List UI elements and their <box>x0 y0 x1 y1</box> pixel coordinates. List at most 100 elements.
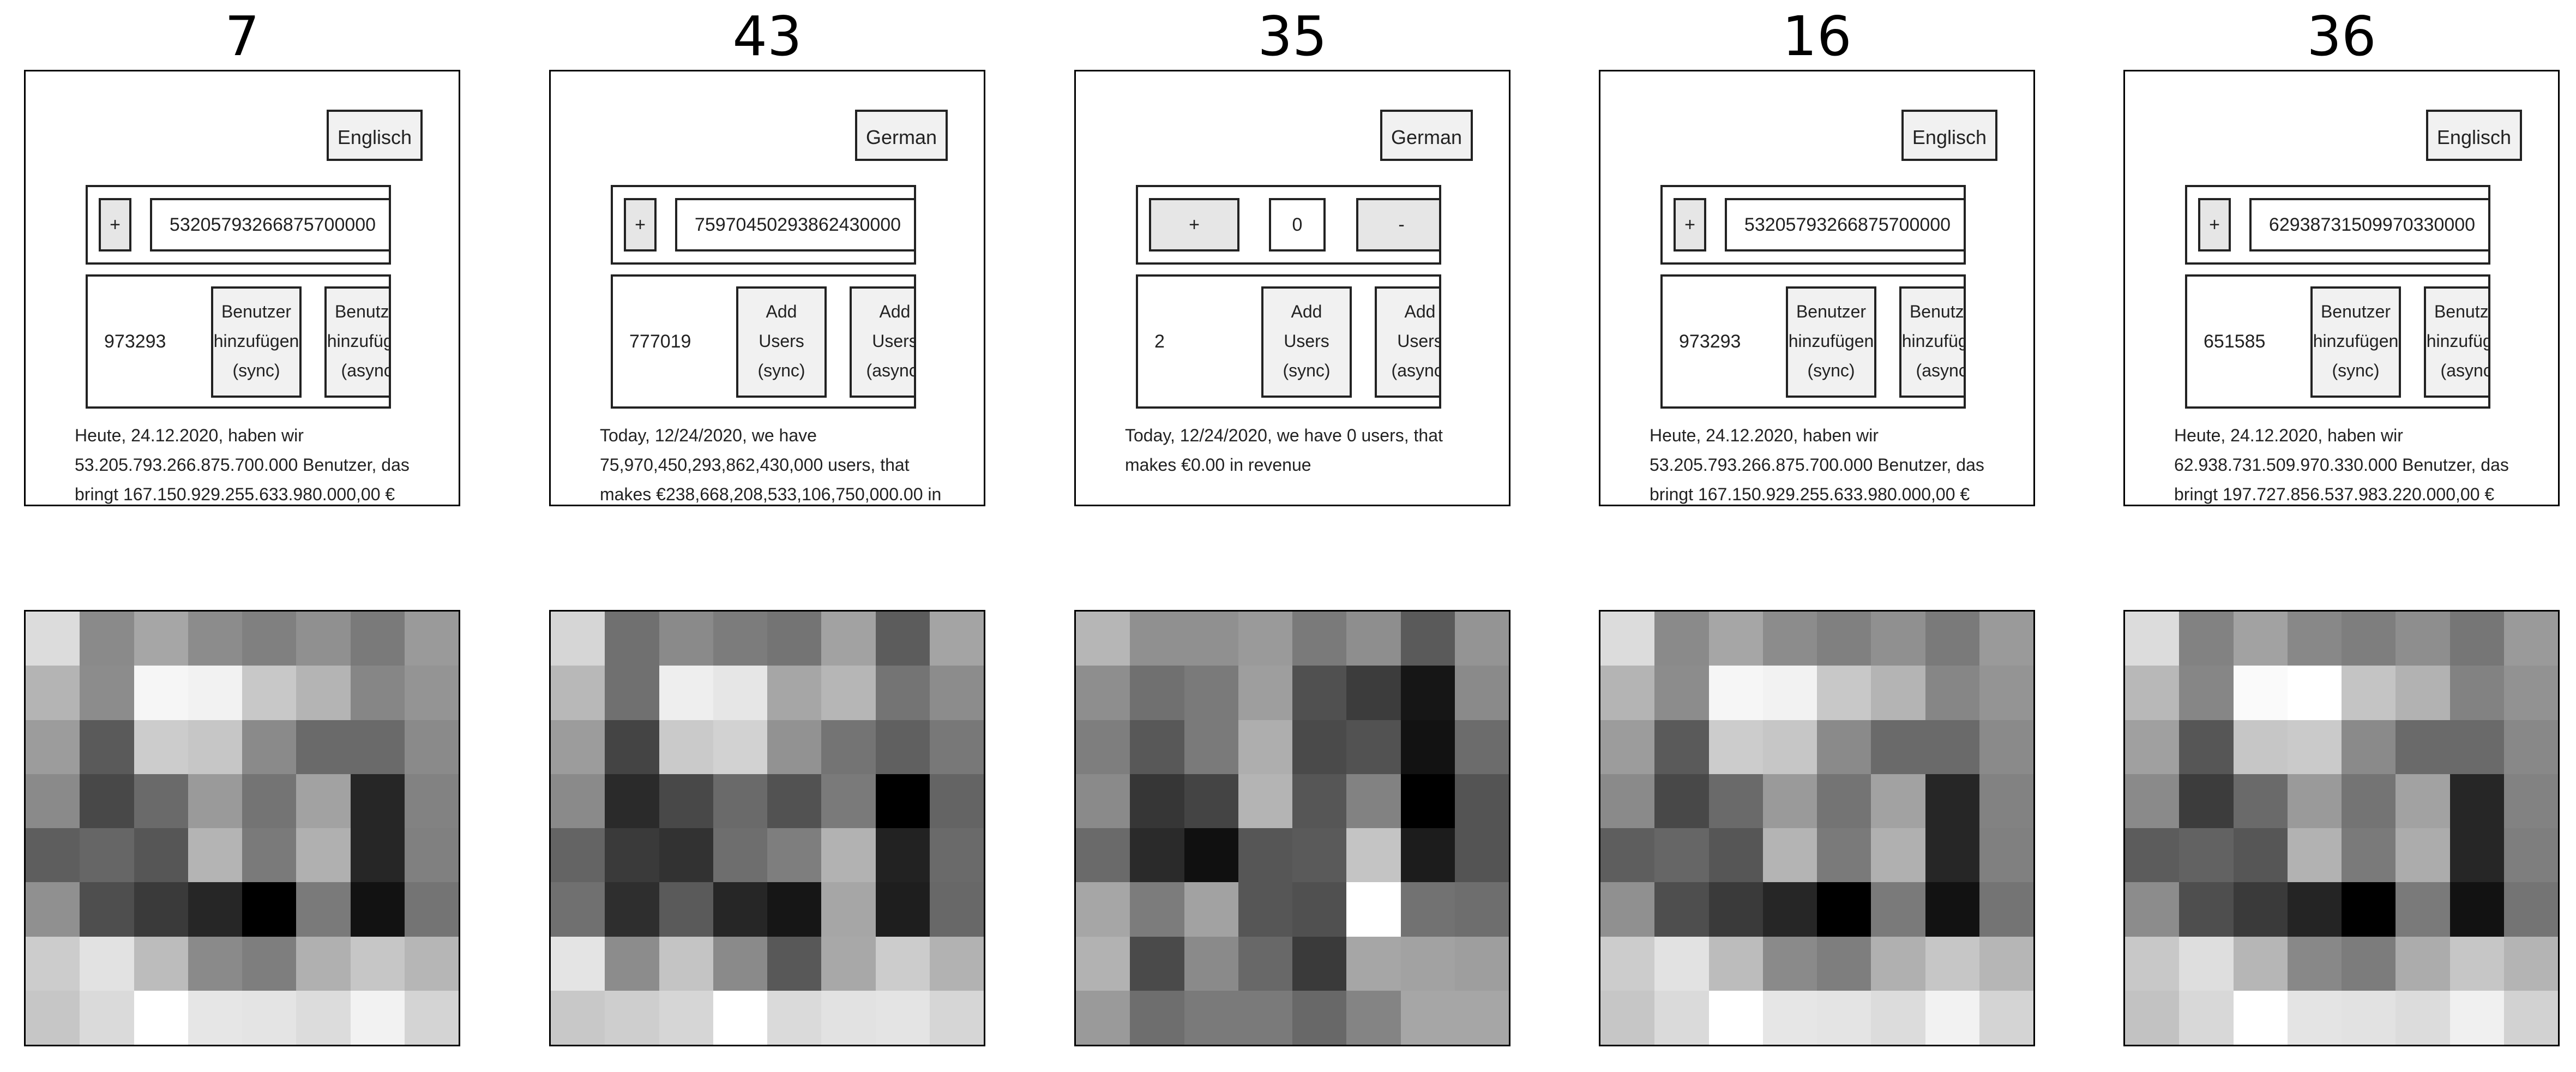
grid-cell <box>929 990 984 1045</box>
counter-panel: +53205793266875700000 <box>1660 185 1966 265</box>
counter-value-field[interactable]: 53205793266875700000 <box>1725 198 1964 251</box>
grid-cell <box>2125 774 2180 828</box>
grid-cell <box>1925 882 1979 937</box>
grid-cell <box>2396 774 2450 828</box>
grid-cell <box>929 720 984 774</box>
panel-column: 16 Englisch +53205793266875700000 973293 Ben… <box>1599 0 2035 1072</box>
grid-cell <box>1817 612 1871 666</box>
app-screenshot: German +0- 2 Add Users (sync) Add Users (asy… <box>1074 70 1510 506</box>
grid-cell <box>2503 612 2558 666</box>
counter-panel: +0- <box>1136 185 1441 265</box>
grid-cell <box>551 720 605 774</box>
grid-cell <box>551 666 605 720</box>
grid-cell <box>1184 990 1238 1045</box>
add-users-async-button[interactable]: Add Users (async) <box>1375 286 1439 398</box>
grid-cell <box>1654 720 1709 774</box>
decrement-button[interactable]: - <box>1356 198 1439 251</box>
grid-cell <box>1238 720 1292 774</box>
add-users-async-button[interactable]: Benutzer hinzufügen (async) <box>1899 286 1964 398</box>
add-users-async-button[interactable]: Add Users (async) <box>850 286 914 398</box>
grid-cell <box>1600 828 1655 883</box>
add-users-sync-button[interactable]: Benutzer hinzufügen (sync) <box>211 286 302 398</box>
increment-button[interactable]: + <box>2198 198 2231 251</box>
grid-cell <box>1454 936 1509 991</box>
grid-cell <box>26 990 80 1045</box>
increment-button[interactable]: + <box>1149 198 1239 251</box>
language-button[interactable]: Englisch <box>2425 110 2522 161</box>
grid-cell <box>2449 612 2504 666</box>
grid-cell <box>1184 936 1238 991</box>
grid-cell <box>1238 666 1292 720</box>
grid-cell <box>1238 990 1292 1045</box>
grid-cell <box>1076 774 1130 828</box>
language-button[interactable]: Englisch <box>1901 110 1997 161</box>
grid-cell <box>134 882 188 937</box>
grid-cell <box>2287 774 2342 828</box>
grid-cell <box>134 828 188 883</box>
language-button[interactable]: German <box>854 110 948 161</box>
increment-button[interactable]: + <box>99 198 131 251</box>
grid-cell <box>713 774 767 828</box>
language-button[interactable]: German <box>1380 110 1473 161</box>
grid-cell <box>2503 720 2558 774</box>
app-screenshot: Englisch +53205793266875700000 973293 Benut… <box>1599 70 2035 506</box>
grid-cell <box>1400 882 1455 937</box>
grid-cell <box>875 666 930 720</box>
grid-cell <box>26 612 80 666</box>
grid-cell <box>2342 666 2396 720</box>
grid-cell <box>1400 666 1455 720</box>
grid-cell <box>350 990 405 1045</box>
add-users-async-button[interactable]: Benutzer hinzufügen (async) <box>2424 286 2488 398</box>
grid-cell <box>2396 666 2450 720</box>
counter-value-field[interactable]: 75970450293862430000 <box>675 198 914 251</box>
grid-cell <box>2342 828 2396 883</box>
grid-cell <box>1979 666 2033 720</box>
grid-cell <box>1184 882 1238 937</box>
grid-cell <box>605 720 659 774</box>
grid-cell <box>605 828 659 883</box>
grid-cell <box>929 882 984 937</box>
grid-cell <box>404 936 459 991</box>
increment-button[interactable]: + <box>624 198 657 251</box>
counter-value-field[interactable]: 62938731509970330000 <box>2249 198 2488 251</box>
grid-cell <box>1925 828 1979 883</box>
add-users-sync-button[interactable]: Benutzer hinzufügen (sync) <box>2310 286 2401 398</box>
counter-value-field[interactable]: 0 <box>1269 198 1326 251</box>
increment-button[interactable]: + <box>1674 198 1706 251</box>
grid-cell <box>26 936 80 991</box>
grid-cell <box>1817 828 1871 883</box>
grid-cell <box>1925 720 1979 774</box>
grid-cell <box>2233 612 2288 666</box>
grid-cell <box>2342 990 2396 1045</box>
grid-cell <box>2179 666 2234 720</box>
add-users-sync-button[interactable]: Benutzer hinzufügen (sync) <box>1786 286 1876 398</box>
status-text: Today, 12/24/2020, we have 75,970,450,29… <box>600 426 942 504</box>
grayscale-grid <box>2123 610 2560 1046</box>
grid-cell <box>1292 990 1347 1045</box>
grid-cell <box>1654 666 1709 720</box>
status-text: Heute, 24.12.2020, haben wir 53.205.793.… <box>1650 426 1984 504</box>
grid-cell <box>2233 828 2288 883</box>
grid-cell <box>2233 936 2288 991</box>
grayscale-grid <box>1599 610 2035 1046</box>
language-button[interactable]: Englisch <box>326 110 423 161</box>
grid-cell <box>1292 666 1347 720</box>
grid-cell <box>1346 612 1401 666</box>
users-panel: 973293 Benutzer hinzufügen (sync) Benutzer… <box>1660 274 1966 409</box>
grid-cell <box>2287 666 2342 720</box>
grid-cell <box>296 990 351 1045</box>
add-users-async-button[interactable]: Benutzer hinzufügen (async) <box>324 286 389 398</box>
grid-cell <box>2125 828 2180 883</box>
grid-cell <box>659 612 713 666</box>
grid-cell <box>1400 774 1455 828</box>
grid-cell <box>1454 990 1509 1045</box>
grid-cell <box>1292 882 1347 937</box>
grid-cell <box>2125 936 2180 991</box>
add-users-sync-button[interactable]: Add Users (sync) <box>1261 286 1352 398</box>
add-users-sync-button[interactable]: Add Users (sync) <box>736 286 827 398</box>
users-count-value: 651585 <box>2204 331 2266 352</box>
grid-cell <box>1925 666 1979 720</box>
grid-cell <box>2179 828 2234 883</box>
grid-cell <box>551 774 605 828</box>
counter-value-field[interactable]: 53205793266875700000 <box>150 198 389 251</box>
